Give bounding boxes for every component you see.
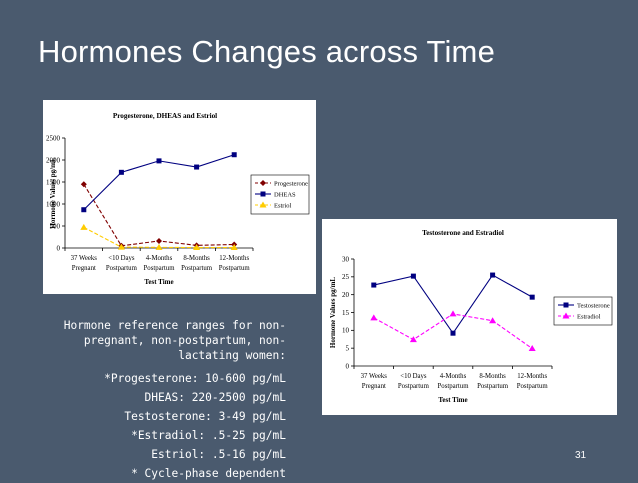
reference-footnote: * Cycle-phase dependent <box>131 467 286 480</box>
data-point-estradiol <box>449 310 457 317</box>
x-tick-label: <10 Days <box>400 373 427 380</box>
x-tick-label: 37 Weeks <box>361 373 388 380</box>
legend-label-progesterone: Progesterone <box>274 180 308 187</box>
x-tick-label: 4-Months <box>146 255 173 262</box>
legend-label-estriol: Estriol <box>274 202 292 209</box>
x-tick-label: Pregnant <box>362 383 386 390</box>
data-point-testosterone <box>410 273 416 279</box>
y-tick-label: 1000 <box>46 200 61 208</box>
legend-marker-dheas <box>260 191 266 197</box>
data-point-dheas <box>194 164 200 170</box>
chart-2-svg: Testosterone and Estradiol 0 5 10 15 20 25 30 37… <box>329 229 613 404</box>
y-tick-label: 1500 <box>46 178 61 186</box>
reference-line-dheas: DHEAS: 220-2500 pg/mL <box>144 391 286 404</box>
data-point-testosterone <box>490 272 496 278</box>
data-point-estriol <box>193 244 201 251</box>
chart-progesterone-dheas-estriol: Progesterone, DHEAS and Estriol 0 500 1000 1… <box>43 100 316 294</box>
x-tick-label: Postpartum <box>144 265 176 272</box>
legend-box <box>553 296 613 326</box>
legend: Testosterone Estradiol <box>553 296 613 326</box>
data-point-estriol <box>117 243 125 250</box>
chart-title: Testosterone and Estradiol <box>422 229 504 237</box>
legend-marker-testosterone <box>563 302 569 308</box>
x-tick-label: 8-Months <box>479 373 506 380</box>
data-point-dheas <box>231 152 237 158</box>
x-tick-label: Postpartum <box>477 383 509 390</box>
y-tick-label: 2500 <box>46 134 61 142</box>
series-line-progesterone <box>83 183 235 247</box>
y-tick-label: 25 <box>342 273 350 281</box>
data-point-estriol <box>230 244 238 251</box>
series-line-testosterone <box>373 274 533 335</box>
data-point-testosterone <box>529 294 535 300</box>
data-point-progesterone <box>80 181 87 188</box>
y-axis-label: Hormone Values pg/mL <box>49 157 57 229</box>
y-tick-label: 0 <box>346 362 350 370</box>
reference-line-estradiol: *Estradiol: .5-25 pg/mL <box>131 429 286 442</box>
x-tick-label: Postpartum <box>181 265 213 272</box>
y-tick-label: 20 <box>342 291 350 299</box>
y-tick-label: 2000 <box>46 156 61 164</box>
x-tick-label: 12-Months <box>219 255 249 262</box>
x-axis-label: Test Time <box>144 278 173 286</box>
legend-marker-estradiol <box>562 312 570 319</box>
data-point-estradiol <box>409 336 417 343</box>
x-tick-label: Postpartum <box>438 383 470 390</box>
data-point-testosterone <box>450 330 456 336</box>
x-tick-label: 12-Months <box>517 373 547 380</box>
data-point-progesterone <box>156 237 162 244</box>
data-point-testosterone <box>371 282 377 288</box>
chart-1-svg: Progesterone, DHEAS and Estriol 0 500 1000 1… <box>46 112 310 286</box>
x-tick-label: Postpartum <box>517 383 549 390</box>
y-tick-label: 5 <box>346 345 350 353</box>
reference-line-testosterone: Testosterone: 3-49 pg/mL <box>124 410 286 423</box>
y-tick-label: 15 <box>342 309 350 317</box>
slide-number: 31 <box>575 450 587 461</box>
x-tick-label: <10 Days <box>108 255 135 262</box>
y-tick-label: 500 <box>50 222 61 230</box>
x-tick-label: Postpartum <box>219 265 251 272</box>
x-axis-label: Test Time <box>438 396 467 404</box>
x-tick-label: Pregnant <box>72 265 96 272</box>
data-point-dheas <box>156 158 162 164</box>
legend-label-dheas: DHEAS <box>274 191 296 198</box>
data-point-estradiol <box>489 317 497 324</box>
x-tick-label: 8-Months <box>183 255 210 262</box>
data-point-dheas <box>118 169 124 175</box>
legend: Progesterone DHEAS Estriol <box>250 174 310 215</box>
chart-testosterone-estradiol: Testosterone and Estradiol 0 5 10 15 20 25 30 37… <box>322 219 617 415</box>
legend-label-estradiol: Estradiol <box>577 313 601 320</box>
data-point-estriol <box>80 223 88 230</box>
x-tick-label: Postpartum <box>106 265 138 272</box>
legend-marker-estriol <box>259 201 267 208</box>
y-tick-label: 0 <box>57 244 61 252</box>
data-point-estradiol <box>528 345 536 352</box>
y-tick-label: 10 <box>342 327 350 335</box>
reference-line-estriol: Estriol: .5-16 pg/mL <box>151 448 286 461</box>
data-point-estradiol <box>370 314 378 321</box>
slide-title: Hormones Changes across Time <box>38 34 496 69</box>
reference-line-progesterone: *Progesterone: 10-600 pg/mL <box>104 372 286 385</box>
chart-title: Progesterone, DHEAS and Estriol <box>113 112 217 120</box>
x-tick-label: 4-Months <box>440 373 467 380</box>
reference-intro: Hormone reference ranges for non-pregnan… <box>63 319 286 362</box>
x-tick-label: 37 Weeks <box>71 255 98 262</box>
x-tick-label: Postpartum <box>398 383 430 390</box>
y-tick-label: 30 <box>342 255 350 263</box>
reference-ranges: Hormone reference ranges for non-pregnan… <box>56 318 286 483</box>
data-point-dheas <box>81 207 87 213</box>
data-point-estriol <box>155 243 163 250</box>
legend-marker-progesterone <box>260 180 266 186</box>
y-axis-label: Hormone Values pg/mL <box>329 277 337 349</box>
legend-label-testosterone: Testosterone <box>577 302 610 309</box>
